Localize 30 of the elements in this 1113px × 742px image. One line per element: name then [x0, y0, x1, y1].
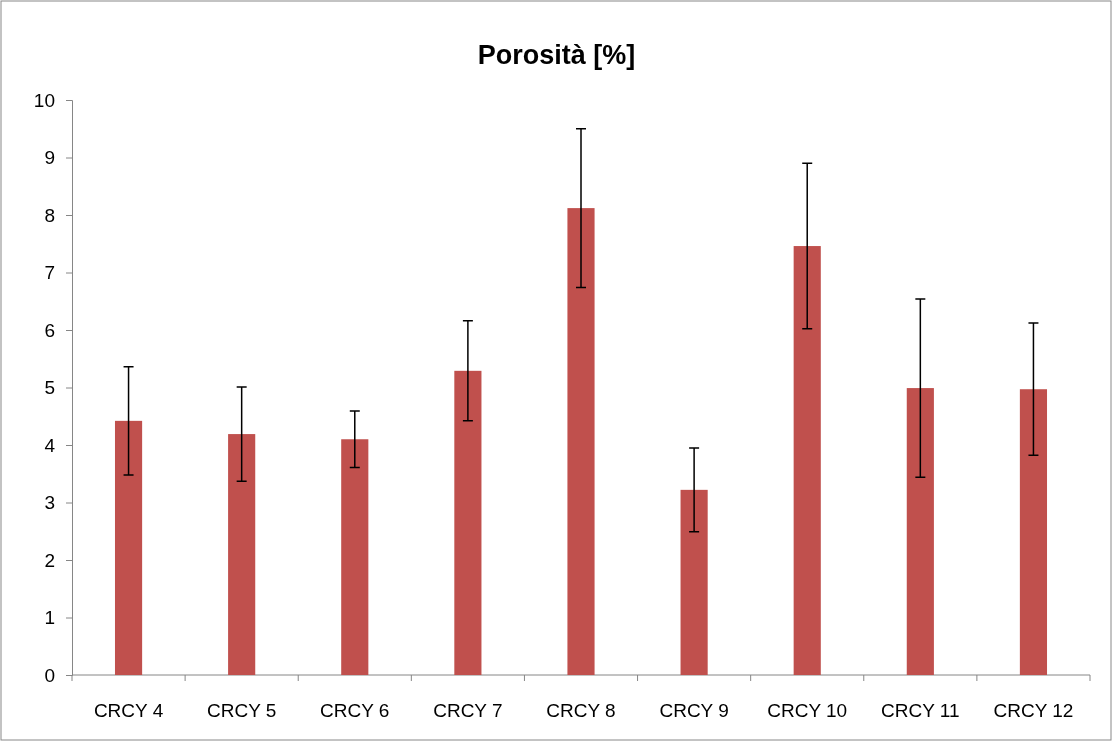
bar	[793, 246, 821, 675]
y-tick-label: 7	[44, 262, 55, 284]
bar	[906, 388, 934, 675]
y-tick-label: 6	[44, 319, 55, 341]
y-tick-label: 3	[44, 492, 55, 514]
x-tick-label: CRCY 7	[433, 700, 503, 721]
bar	[341, 439, 369, 675]
x-tick-label: CRCY 11	[881, 700, 960, 721]
chart-title: Porosità [%]	[477, 40, 636, 70]
bar	[454, 370, 482, 675]
y-tick-label: 10	[33, 89, 55, 111]
x-tick-label: CRCY 8	[546, 700, 616, 721]
bar	[567, 208, 595, 675]
bar	[1019, 389, 1048, 675]
x-tick-label: CRCY 10	[767, 700, 848, 721]
y-tick-label: 0	[44, 664, 55, 686]
x-tick-label: CRCY 6	[320, 700, 390, 721]
y-tick-label: 4	[44, 434, 56, 456]
y-tick-label: 2	[44, 549, 55, 571]
x-tick-label: CRCY 4	[93, 700, 164, 721]
bar	[114, 420, 143, 675]
bar	[228, 434, 256, 675]
y-tick-label: 8	[44, 204, 55, 226]
x-tick-label: CRCY 9	[659, 700, 729, 721]
x-tick-label: CRCY 5	[206, 700, 277, 721]
y-tick-label: 5	[44, 377, 55, 399]
x-tick-label: CRCY 12	[993, 700, 1074, 721]
y-tick-label: 1	[44, 607, 55, 629]
y-tick-label: 9	[44, 147, 55, 169]
bar	[680, 489, 708, 675]
